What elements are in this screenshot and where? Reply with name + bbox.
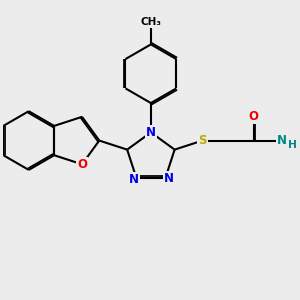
Text: N: N — [146, 126, 156, 139]
Text: N: N — [129, 173, 139, 186]
Text: CH₃: CH₃ — [140, 17, 161, 27]
Text: N: N — [277, 134, 287, 147]
Text: S: S — [198, 134, 207, 147]
Text: O: O — [249, 110, 259, 123]
Text: H: H — [288, 140, 297, 150]
Text: O: O — [77, 158, 87, 171]
Text: N: N — [164, 172, 174, 184]
